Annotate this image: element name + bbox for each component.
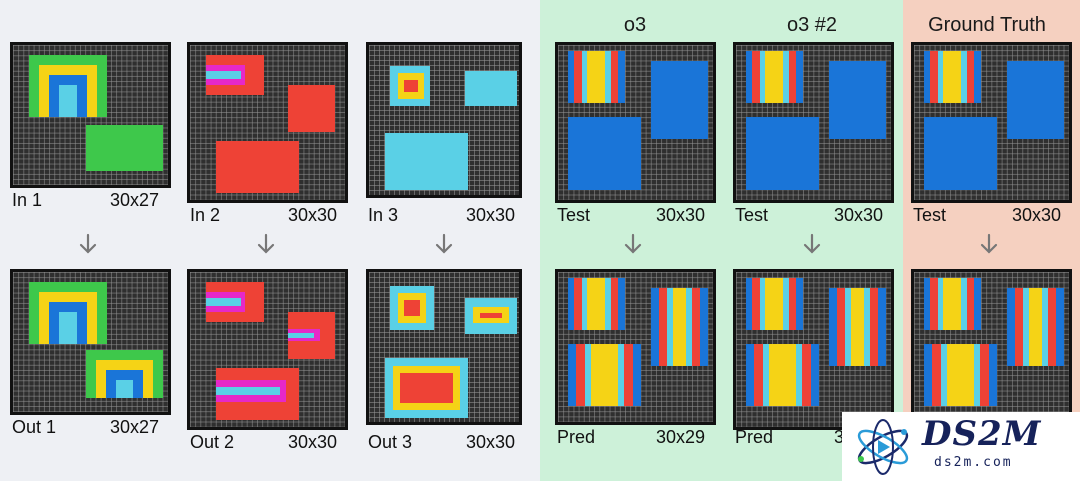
label-in-1: In 1: [12, 190, 43, 210]
shape-cyan-block: [465, 71, 517, 106]
column-title-o3: o3: [623, 14, 647, 36]
shape-blue-block: [568, 117, 641, 190]
logo-name: DS2M: [922, 414, 1042, 454]
shape-red-block: [288, 85, 335, 132]
shape-cyan-block: [385, 133, 468, 190]
label-o3-2-test: Test: [735, 205, 769, 225]
label-out-1: Out 1: [12, 417, 57, 437]
arrow-down-icon: [257, 233, 275, 254]
shape-red-core: [404, 80, 418, 92]
logo-url: ds2m.com: [934, 455, 1013, 470]
arrow-down-icon: [624, 233, 642, 254]
label-o3-test-size: 30x30: [656, 205, 706, 225]
arrow-down-icon: [79, 233, 97, 254]
grid-in-3: [366, 42, 522, 198]
shape-striped-block: [568, 344, 641, 406]
grid-ground-truth-test: [911, 42, 1072, 203]
shape-blue-block: [924, 117, 997, 190]
atom-logo-icon: [857, 419, 909, 475]
shape-cyan-bar: [216, 387, 280, 395]
column-title-ground-truth: Ground Truth: [928, 14, 1046, 36]
shape-cyan-bar: [288, 333, 314, 338]
label-out-3-size: 30x30: [466, 432, 516, 452]
label-out-1-size: 30x27: [110, 417, 160, 437]
grid-out-3: [366, 269, 522, 425]
shape-green-block: [86, 125, 163, 171]
shape-blue-block: [829, 61, 886, 139]
column-title-o3-2: o3 #2: [786, 14, 838, 36]
shape-red-core: [400, 373, 453, 403]
shape-cyan-core-2: [116, 380, 133, 398]
shape-striped-block: [924, 51, 981, 103]
label-ground-truth-test-size: 30x30: [1012, 205, 1062, 225]
shape-striped-block: [568, 51, 625, 103]
shape-cyan-bar: [206, 71, 241, 79]
label-out-2: Out 2: [190, 432, 235, 452]
grid-in-1: [10, 42, 171, 188]
arrow-down-icon: [803, 233, 821, 254]
label-out-3: Out 3: [368, 432, 413, 452]
label-in-3-size: 30x30: [466, 205, 516, 225]
shape-striped-block: [1007, 288, 1064, 366]
arrow-down-icon: [980, 233, 998, 254]
shape-striped-block: [924, 278, 981, 330]
label-in-2-size: 30x30: [288, 205, 338, 225]
shape-red-block: [216, 141, 299, 193]
grid-out-2: [187, 269, 348, 430]
shape-striped-block: [829, 288, 886, 366]
shape-striped-block: [746, 344, 819, 406]
label-ground-truth-test: Test: [913, 205, 947, 225]
shape-blue-block: [651, 61, 708, 139]
shape-striped-block: [746, 278, 803, 330]
label-in-1-size: 30x27: [110, 190, 160, 210]
shape-cyan-core: [59, 85, 77, 117]
label-in-3: In 3: [368, 205, 399, 225]
shape-striped-block: [568, 278, 625, 330]
shape-striped-block: [746, 51, 803, 103]
label-o3-pred: Pred: [557, 427, 596, 447]
grid-in-2: [187, 42, 348, 203]
grid-o3-2-test: [733, 42, 894, 203]
grid-out-1: [10, 269, 171, 415]
shape-cyan-core: [59, 312, 77, 344]
shape-blue-block: [746, 117, 819, 190]
grid-o3-test: [555, 42, 716, 203]
label-out-2-size: 30x30: [288, 432, 338, 452]
grid-o3-pred: [555, 269, 716, 425]
label-o3-2-test-size: 30x30: [834, 205, 884, 225]
shape-red-core: [480, 313, 502, 318]
arrow-down-icon: [435, 233, 453, 254]
shape-blue-block: [1007, 61, 1064, 139]
shape-striped-block: [651, 288, 708, 366]
shape-red-core: [404, 300, 420, 316]
shape-striped-block: [924, 344, 997, 406]
ds2m-watermark: DS2M ds2m.com: [842, 412, 1080, 481]
shape-cyan-bar: [206, 298, 241, 306]
grid-o3-2-pred: [733, 269, 894, 430]
label-o3-pred-size: 30x29: [656, 427, 706, 447]
label-o3-2-pred: Pred: [735, 427, 774, 447]
grid-ground-truth-output: [911, 269, 1072, 425]
label-o3-test: Test: [557, 205, 591, 225]
label-in-2: In 2: [190, 205, 221, 225]
